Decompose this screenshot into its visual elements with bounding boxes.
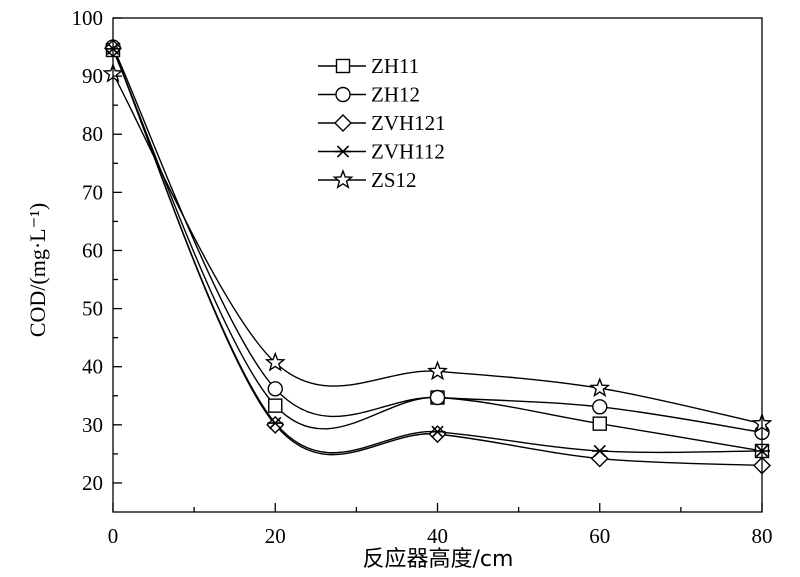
x-tick-label: 60 — [589, 524, 610, 548]
y-tick-label: 50 — [82, 297, 103, 321]
y-tick-label: 100 — [72, 6, 104, 30]
data-point-zvh112 — [267, 416, 284, 430]
data-point-zh12 — [267, 381, 283, 397]
y-tick-label: 30 — [82, 413, 103, 437]
x-axis-title: 反应器高度/cm — [363, 547, 514, 572]
data-point-zh12 — [592, 399, 608, 415]
legend-label-zvh112: ZVH112 — [371, 140, 445, 164]
data-point-zh11 — [268, 398, 283, 413]
series-line-zh11 — [112, 49, 763, 452]
legend-marker-zh11 — [335, 58, 351, 74]
data-point-zh12 — [429, 389, 446, 406]
y-tick-label: 20 — [82, 471, 103, 495]
legend-label-zh12: ZH12 — [371, 83, 420, 107]
x-tick-label: 40 — [427, 524, 448, 548]
x-tick-label: 20 — [265, 524, 286, 548]
y-tick-label: 80 — [82, 122, 103, 146]
legend: ZH11 ZH12 ZVH121 ZVH112 ZS12 — [318, 54, 446, 192]
legend-label-zvh121: ZVH121 — [371, 111, 446, 135]
y-tick-label: 90 — [82, 64, 103, 88]
y-axis-title: COD/(mg·L⁻¹) — [25, 203, 50, 337]
data-point-zvh121 — [266, 415, 285, 434]
x-tick-label: 80 — [752, 524, 773, 548]
data-point-zvh112 — [429, 425, 446, 438]
x-tick-label: 0 — [108, 524, 119, 548]
y-tick-label: 70 — [82, 180, 103, 204]
data-point-zs12 — [264, 351, 286, 372]
legend-marker-zs12 — [332, 169, 354, 189]
axis-ticks — [112, 17, 763, 512]
data-point-zvh112 — [591, 444, 608, 458]
axis-tick-labels: 0 20 40 60 80 20 30 40 50 60 70 80 90 100 — [72, 6, 773, 548]
legend-marker-zvh121 — [334, 114, 352, 132]
legend-marker-zvh112 — [335, 145, 351, 158]
y-tick-label: 60 — [82, 238, 103, 262]
legend-label-zs12: ZS12 — [371, 168, 417, 192]
data-point-zvh121 — [428, 425, 447, 444]
data-point-zh11 — [592, 416, 607, 431]
y-tick-label: 40 — [82, 355, 103, 379]
series-curves — [112, 46, 763, 467]
data-point-zs12 — [589, 377, 611, 398]
data-point-zs12 — [427, 360, 448, 381]
legend-label-zh11: ZH11 — [371, 54, 419, 78]
data-point-zvh121 — [590, 449, 609, 468]
series-line-zs12 — [112, 73, 763, 425]
series-line-zvh112 — [112, 48, 763, 454]
legend-marker-zh12 — [335, 86, 351, 103]
